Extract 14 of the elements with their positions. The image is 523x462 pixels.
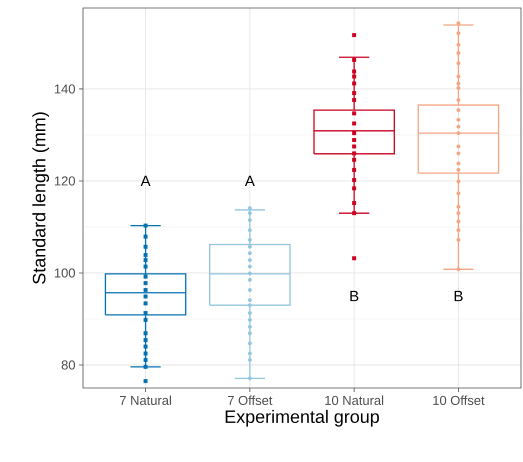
annotation: B (454, 290, 463, 302)
x-tick-label: 10 Natural (325, 396, 384, 406)
x-tick-label: 7 Offset (228, 396, 272, 405)
y-axis-title: Standard length (mm) (32, 112, 50, 284)
y-tick-label: 80 (62, 360, 75, 370)
y-tick-label: 120 (54, 176, 75, 186)
annotation: B (350, 290, 358, 302)
x-tick-label: 10 Offset (433, 396, 484, 405)
x-axis-title: Experimental group (226, 410, 379, 427)
annotation: A (244, 176, 255, 186)
annotation: A (140, 176, 151, 186)
y-tick-label: 100 (54, 268, 75, 278)
x-tick-label: 7 Natural (120, 396, 171, 406)
y-tick-label: 140 (54, 84, 75, 94)
